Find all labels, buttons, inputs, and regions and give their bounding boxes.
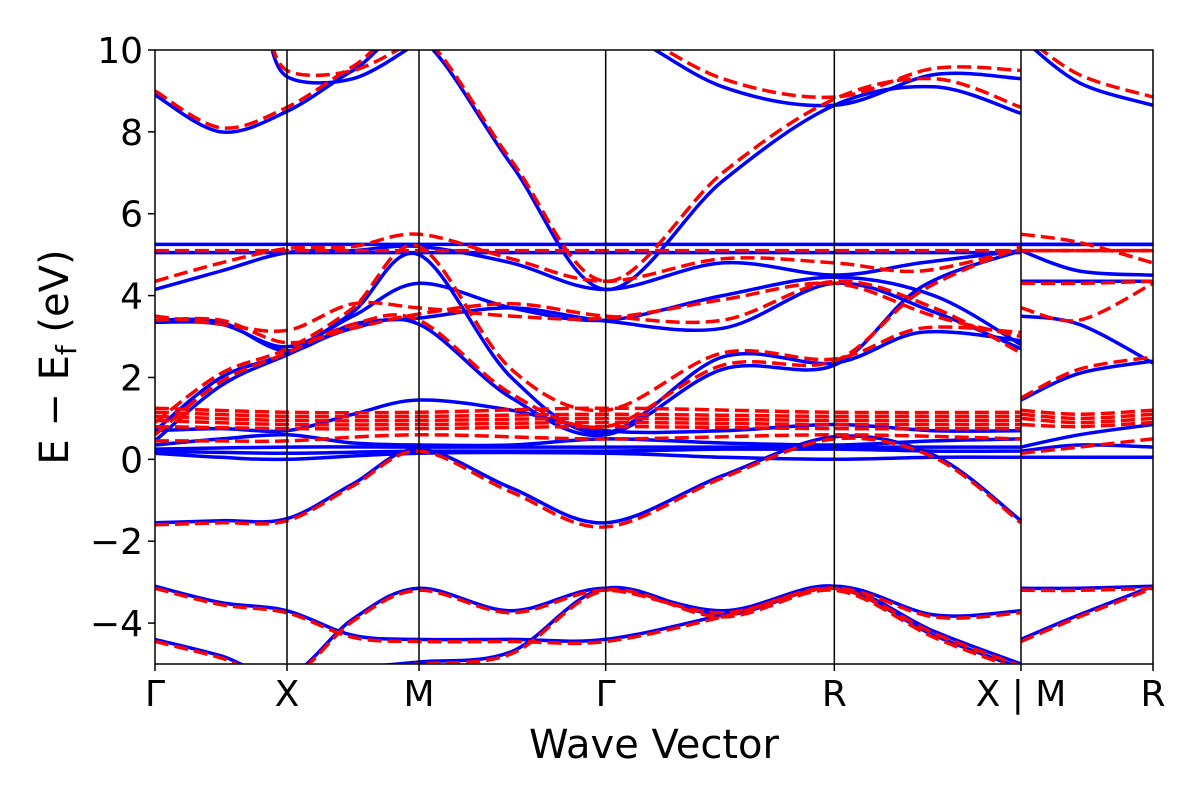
solid-band-19 (1020, 584, 1153, 591)
dashed-band-26 (1020, 408, 1153, 417)
x-axis-ticks: Γ X M Γ R X | M R (145, 664, 1166, 715)
x-tick-label-1: X (275, 674, 300, 715)
solid-band-24 (1020, 248, 1153, 277)
y-tick-label-7: 10 (97, 31, 143, 72)
y-axis-ticks: −4 −2 0 2 4 6 8 10 (90, 31, 155, 645)
dashed-band-27 (1020, 412, 1153, 421)
y-tick-label-3: 2 (120, 358, 143, 399)
dashed-band-21 (1020, 355, 1153, 400)
y-axis-title-subscript: f (50, 344, 83, 355)
dashed-band-2 (155, 281, 1022, 339)
high-symmetry-lines (286, 50, 1022, 664)
y-tick-label-2: 0 (120, 440, 143, 481)
solid-band-20 (1020, 584, 1153, 642)
dashed-band-0 (155, 232, 1022, 284)
dashed-band-5 (155, 244, 1022, 437)
dashed-band-4 (155, 243, 1022, 424)
y-tick-label-0: −4 (90, 604, 143, 645)
x-tick-label-5: X | M (976, 674, 1067, 715)
solid-band-3 (155, 275, 1022, 349)
x-axis-title: Wave Vector (529, 722, 780, 768)
dashed-band-20 (1020, 586, 1153, 644)
dashed-band-28 (1020, 416, 1153, 425)
solid-band-21 (1020, 359, 1153, 402)
solid-band-29 (1032, 50, 1153, 107)
x-tick-label-2: M (403, 674, 434, 715)
solid-band-26 (1020, 422, 1153, 449)
y-tick-label-1: −2 (90, 522, 143, 563)
y-tick-label-4: 4 (120, 277, 143, 318)
dashed-band-18 (400, 587, 1010, 664)
band-lines-group (155, 50, 1153, 664)
dashed-band-3 (155, 279, 1022, 355)
dashed-band-23 (1020, 279, 1153, 286)
x-tick-label-0: Γ (145, 674, 165, 715)
x-tick-label-6: R (1140, 674, 1165, 715)
dashed-band-29 (1020, 420, 1153, 429)
solid-band-27 (1020, 443, 1153, 453)
dashed-band-11 (155, 433, 1022, 444)
solid-band-4 (155, 281, 1022, 353)
solid-band-10 (155, 447, 1022, 455)
y-axis-title: E − Ef (eV) (32, 249, 83, 464)
plot-frame (154, 49, 1154, 665)
dashed-band-19 (1020, 586, 1153, 593)
dashed-band-30 (1020, 437, 1153, 455)
dashed-band-22 (1020, 281, 1153, 323)
x-tick-label-3: Γ (596, 674, 616, 715)
dashed-band-16 (155, 586, 1022, 646)
dashed-band-24 (1020, 232, 1153, 265)
dashed-band-17 (155, 586, 1021, 664)
solid-band-15 (652, 50, 1022, 108)
solid-band-8 (155, 432, 1022, 448)
solid-band-22 (1020, 314, 1153, 365)
x-tick-label-4: R (822, 674, 847, 715)
solid-band-12 (155, 434, 1023, 525)
dashed-band-12 (155, 436, 1023, 529)
solid-band-7 (155, 398, 1022, 435)
y-tick-label-6: 8 (120, 113, 143, 154)
y-tick-label-5: 6 (120, 195, 143, 236)
dashed-band-31 (1039, 50, 1153, 99)
